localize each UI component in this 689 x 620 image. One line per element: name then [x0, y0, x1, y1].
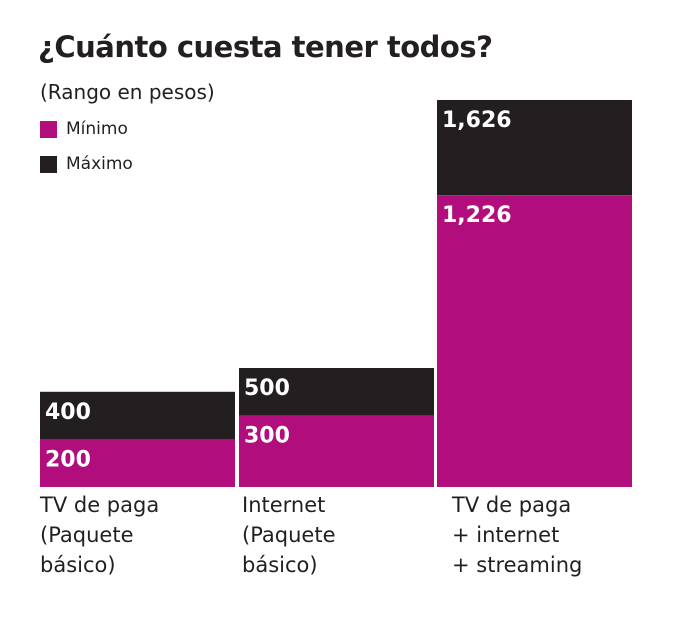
- bar-minimo: [437, 195, 632, 488]
- legend-label-minimo: Mínimo: [66, 119, 128, 139]
- chart-title: ¿Cuánto cuesta tener todos?: [38, 30, 493, 64]
- data-label-maximo: 400: [45, 400, 91, 425]
- bar-minimo: [239, 415, 434, 487]
- category-line: (Paquete: [40, 523, 134, 547]
- bar-maximo: [40, 391, 235, 440]
- data-label-maximo: 1,626: [442, 108, 512, 133]
- legend-item-minimo: Mínimo: [40, 119, 128, 139]
- legend-swatch-minimo: [40, 120, 57, 138]
- data-label-minimo: 300: [244, 424, 290, 449]
- category-line: + streaming: [452, 553, 583, 577]
- legend-swatch-maximo: [40, 155, 57, 173]
- bar-minimo: [40, 439, 235, 487]
- chart-subtitle: (Rango en pesos): [40, 80, 215, 104]
- category-line: Internet: [242, 493, 326, 517]
- category-line: (Paquete: [242, 523, 336, 547]
- bar-maximo: [239, 367, 434, 416]
- category-line: + internet: [452, 523, 560, 547]
- data-label-minimo: 1,226: [442, 203, 512, 228]
- data-label-maximo: 500: [244, 376, 290, 401]
- bar-maximo: [437, 100, 632, 196]
- category-line: básico): [40, 553, 116, 577]
- category-line: TV de paga: [40, 493, 160, 517]
- category-label-2: TV de paga + internet + streaming: [452, 490, 582, 580]
- legend-label-maximo: Máximo: [66, 154, 133, 174]
- legend-item-maximo: Máximo: [40, 154, 133, 174]
- category-line: básico): [242, 553, 318, 577]
- category-label-0: TV de paga (Paquete básico): [40, 490, 159, 580]
- category-line: TV de paga: [452, 493, 572, 517]
- data-label-minimo: 200: [45, 447, 91, 472]
- category-label-1: Internet (Paquete básico): [242, 490, 336, 580]
